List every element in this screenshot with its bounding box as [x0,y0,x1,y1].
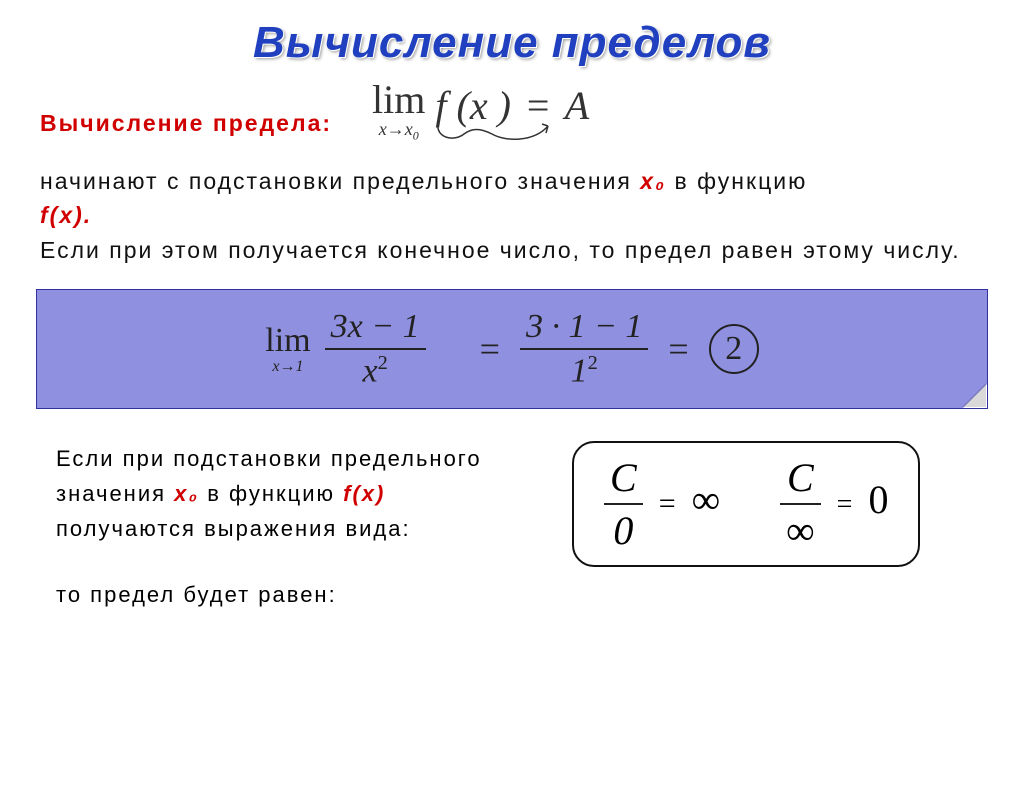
fx-highlight: f(x). [40,202,92,228]
ex-frac2-num: 3 · 1 − 1 [520,308,648,350]
intro-label: Вычисление предела: [40,110,332,137]
lim-word: lim [372,77,425,122]
paragraph-1: начинают с подстановки предельного значе… [40,164,984,268]
bottom-row: Если при подстановки предельного значени… [0,441,1024,612]
A-text: A [565,83,589,128]
result-box: C 0 = ∞ C ∞ = 0 [572,441,920,567]
ex-lim: lim [265,322,310,359]
ex-frac1-den: x2 [325,350,426,390]
page-title: Вычисление пределов [0,18,1024,68]
bottom-text: Если при подстановки предельного значени… [56,441,556,612]
result-2: C ∞ = 0 [780,454,888,554]
lim-sub: x→x0 [372,119,425,144]
ex-frac1-num: 3x − 1 [325,308,426,350]
ex-frac2-den: 12 [520,350,648,390]
x0-highlight-2: x₀ [174,481,199,506]
arrow-swoosh-icon [434,120,554,150]
ex-eq2: = [668,328,688,370]
ex-eq1: = [480,328,500,370]
x0-highlight: x₀ [640,168,666,194]
ex-result: 2 [709,324,759,374]
paragraph-2: Если при этом получается конечное число,… [40,237,961,263]
example-formula: lim x→1 3x − 1 x2 = 3 · 1 − 1 12 = 2 [265,308,758,390]
intro-row: Вычисление предела: lim x→x0 f (x ) = A [0,76,1024,144]
result-1: C 0 = ∞ [604,454,720,554]
fx-highlight-2: f(x) [343,481,385,506]
main-formula: lim x→x0 f (x ) = A [372,76,589,144]
ex-lim-sub: x→1 [265,358,310,376]
example-box: lim x→1 3x − 1 x2 = 3 · 1 − 1 12 = 2 [36,289,988,409]
